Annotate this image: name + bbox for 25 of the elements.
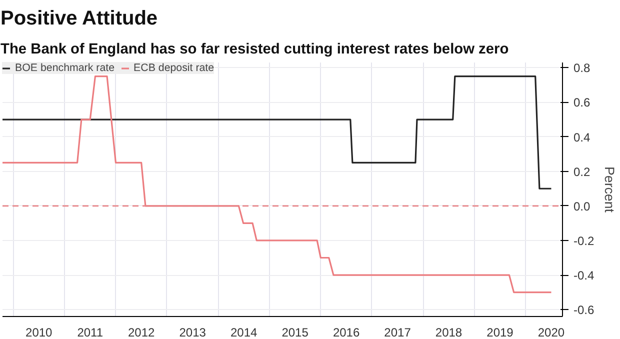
x-tick-label: 2018 bbox=[435, 326, 462, 339]
x-tick-label: 2012 bbox=[128, 326, 156, 339]
x-tick-label: 2014 bbox=[230, 326, 258, 339]
x-tick-label: 2015 bbox=[282, 326, 309, 339]
line-series bbox=[2, 76, 552, 190]
x-tick-label: 2019 bbox=[486, 326, 514, 339]
y-tick-label: 0.2 bbox=[574, 164, 591, 179]
chart-title: Positive Attitude bbox=[0, 8, 158, 30]
x-tick-label: 2017 bbox=[384, 326, 412, 339]
y-tick-label: 0.0 bbox=[574, 199, 591, 214]
y-tick-label: 0.6 bbox=[574, 96, 591, 110]
y-tick-label: -0.4 bbox=[574, 268, 595, 283]
x-tick-label: 2010 bbox=[26, 326, 53, 339]
x-tick-label: 2011 bbox=[77, 326, 104, 339]
chart-subtitle: The Bank of England has so far resisted cutting interest rates below zero bbox=[0, 42, 509, 58]
x-tick-label: 2016 bbox=[332, 326, 360, 339]
legend-label: BOE benchmark rate bbox=[15, 62, 115, 74]
y-tick-label: 0.4 bbox=[574, 130, 591, 144]
x-tick-label: 2020 bbox=[538, 326, 565, 339]
y-tick-label: 0.8 bbox=[574, 61, 591, 76]
y-tick-label: -0.2 bbox=[574, 234, 595, 248]
x-tick-label: 2013 bbox=[179, 326, 206, 339]
y-tick-label: -0.6 bbox=[574, 303, 595, 318]
legend-label: ECB deposit rate bbox=[134, 62, 214, 74]
y-axis-title: Percent bbox=[602, 166, 618, 213]
